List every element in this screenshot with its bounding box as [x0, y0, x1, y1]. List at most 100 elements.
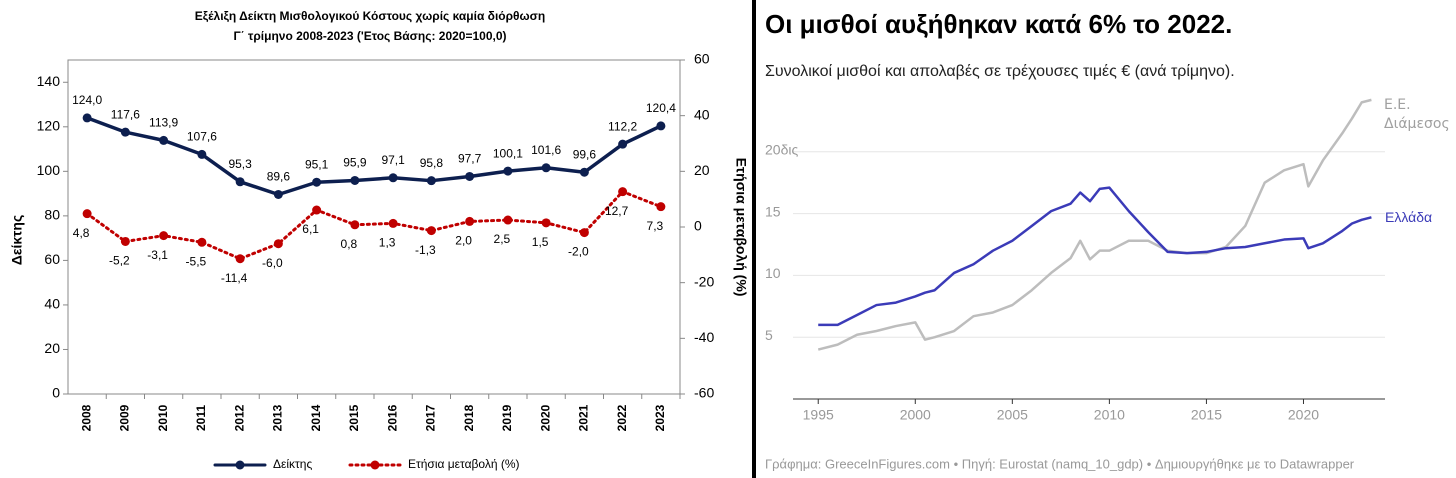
data-label: 0,8 [341, 237, 358, 251]
x-tick-label: 2000 [900, 407, 931, 423]
y-tick-label: 120 [37, 118, 61, 134]
data-label: 95,1 [305, 157, 329, 171]
y2-tick-label: -20 [694, 273, 714, 289]
point [235, 177, 245, 187]
legend-marker [235, 460, 245, 470]
x-tick-label: 2015 [347, 404, 361, 431]
point [503, 166, 513, 176]
y2-tick-label: -60 [694, 385, 714, 401]
data-label: 95,9 [343, 156, 367, 170]
x-tick-label: 2005 [997, 407, 1028, 423]
data-label: 2,5 [494, 232, 511, 246]
data-label: 12,7 [605, 204, 629, 218]
chart-subtitle: Γ΄ τρίμηνο 2008-2023 ('Ετος Βάσης: 2020=… [233, 29, 506, 43]
data-label: 1,5 [532, 235, 549, 249]
point [312, 177, 322, 187]
data-label: 6,1 [302, 222, 319, 236]
y-tick-label: 40 [44, 296, 60, 312]
x-tick-label: 2008 [79, 404, 93, 431]
data-label: -2,0 [568, 245, 589, 259]
legend-label: Ετήσια μεταβολή (%) [408, 457, 520, 471]
x-tick-label: 2019 [500, 404, 514, 431]
x-tick-label: 1995 [803, 407, 834, 423]
point [120, 127, 130, 137]
x-tick-label: 2010 [156, 404, 170, 431]
chart-title: Εξέλιξη Δείκτη Μισθολογικού Κόστους χωρί… [195, 9, 545, 23]
data-label: -3,1 [147, 248, 168, 262]
data-label: 97,7 [458, 152, 482, 166]
data-label: -1,3 [415, 243, 436, 257]
data-label: -6,0 [262, 256, 283, 270]
point [426, 226, 436, 236]
chart-subtitle: Συνολικοί μισθοί και απολαβές σε τρέχουσ… [765, 63, 1235, 80]
data-label: 4,8 [73, 226, 90, 240]
x-tick-label: 2021 [577, 404, 591, 431]
point [656, 121, 666, 131]
y2-tick-label: 40 [694, 106, 710, 122]
point [465, 171, 475, 181]
series-line [85, 190, 663, 261]
point [541, 218, 551, 228]
plot-frame [67, 59, 681, 395]
y-tick-label: 20δις [765, 142, 798, 158]
data-label: 124,0 [72, 93, 102, 107]
point [235, 254, 245, 264]
data-label: 1,3 [379, 236, 396, 250]
y-tick-label: 0 [52, 385, 60, 401]
x-tick-label: 2010 [1094, 407, 1125, 423]
point [388, 173, 398, 183]
y-tick-label: 60 [44, 251, 60, 267]
x-tick-label: 2020 [538, 404, 552, 431]
series-label: Ε.Ε. Διάμεσος [1384, 97, 1450, 132]
data-label: 7,3 [647, 219, 664, 233]
legend-label: Δείκτης [273, 457, 312, 471]
point [350, 220, 360, 230]
x-tick-label: 2009 [118, 404, 132, 431]
y-tick-label: 5 [765, 327, 773, 343]
point [465, 216, 475, 226]
x-tick-label: 2020 [1288, 407, 1319, 423]
y2-tick-label: 0 [694, 218, 702, 234]
x-tick-label: 2017 [424, 404, 438, 431]
x-tick-label: 2012 [232, 404, 246, 431]
data-label: 95,8 [420, 156, 444, 170]
point [197, 237, 207, 247]
point [273, 239, 283, 249]
y2-tick-label: -40 [694, 329, 714, 345]
y2-tick-label: 60 [694, 51, 710, 67]
data-label: 120,4 [646, 101, 676, 115]
y-axis-title: Δείκτης [9, 215, 25, 265]
x-tick-label: 2015 [1191, 407, 1222, 423]
point [197, 149, 207, 159]
point [159, 231, 169, 241]
footer: Γράφημα: GreeceInFigures.com • Πηγή: Eur… [765, 456, 1355, 471]
series-label: Ελλάδα [1385, 209, 1432, 225]
point [618, 187, 628, 197]
x-tick-label: 2022 [615, 404, 629, 431]
series-line [817, 98, 1372, 351]
data-label: 117,6 [111, 107, 140, 121]
point [273, 189, 283, 199]
data-label: 99,6 [573, 147, 597, 161]
y-tick-label: 20 [44, 340, 60, 356]
point [159, 135, 169, 145]
point [503, 215, 513, 225]
data-label: 101,6 [531, 143, 561, 157]
data-label: 89,6 [267, 170, 291, 184]
point [82, 113, 92, 123]
data-label: 97,1 [381, 153, 405, 167]
data-label: 2,0 [455, 234, 472, 248]
point [120, 236, 130, 246]
legend-marker [370, 460, 380, 470]
y-tick-label: 15 [765, 203, 781, 219]
y-tick-label: 10 [765, 265, 781, 281]
data-label: -5,2 [109, 254, 130, 268]
data-label: 107,6 [187, 130, 217, 144]
data-label: 100,1 [493, 146, 523, 160]
point [388, 218, 398, 228]
point [82, 209, 92, 219]
chart-title: Οι μισθοί αυξήθηκαν κατά 6% το 2022. [765, 9, 1232, 39]
data-label: 95,3 [228, 157, 252, 171]
